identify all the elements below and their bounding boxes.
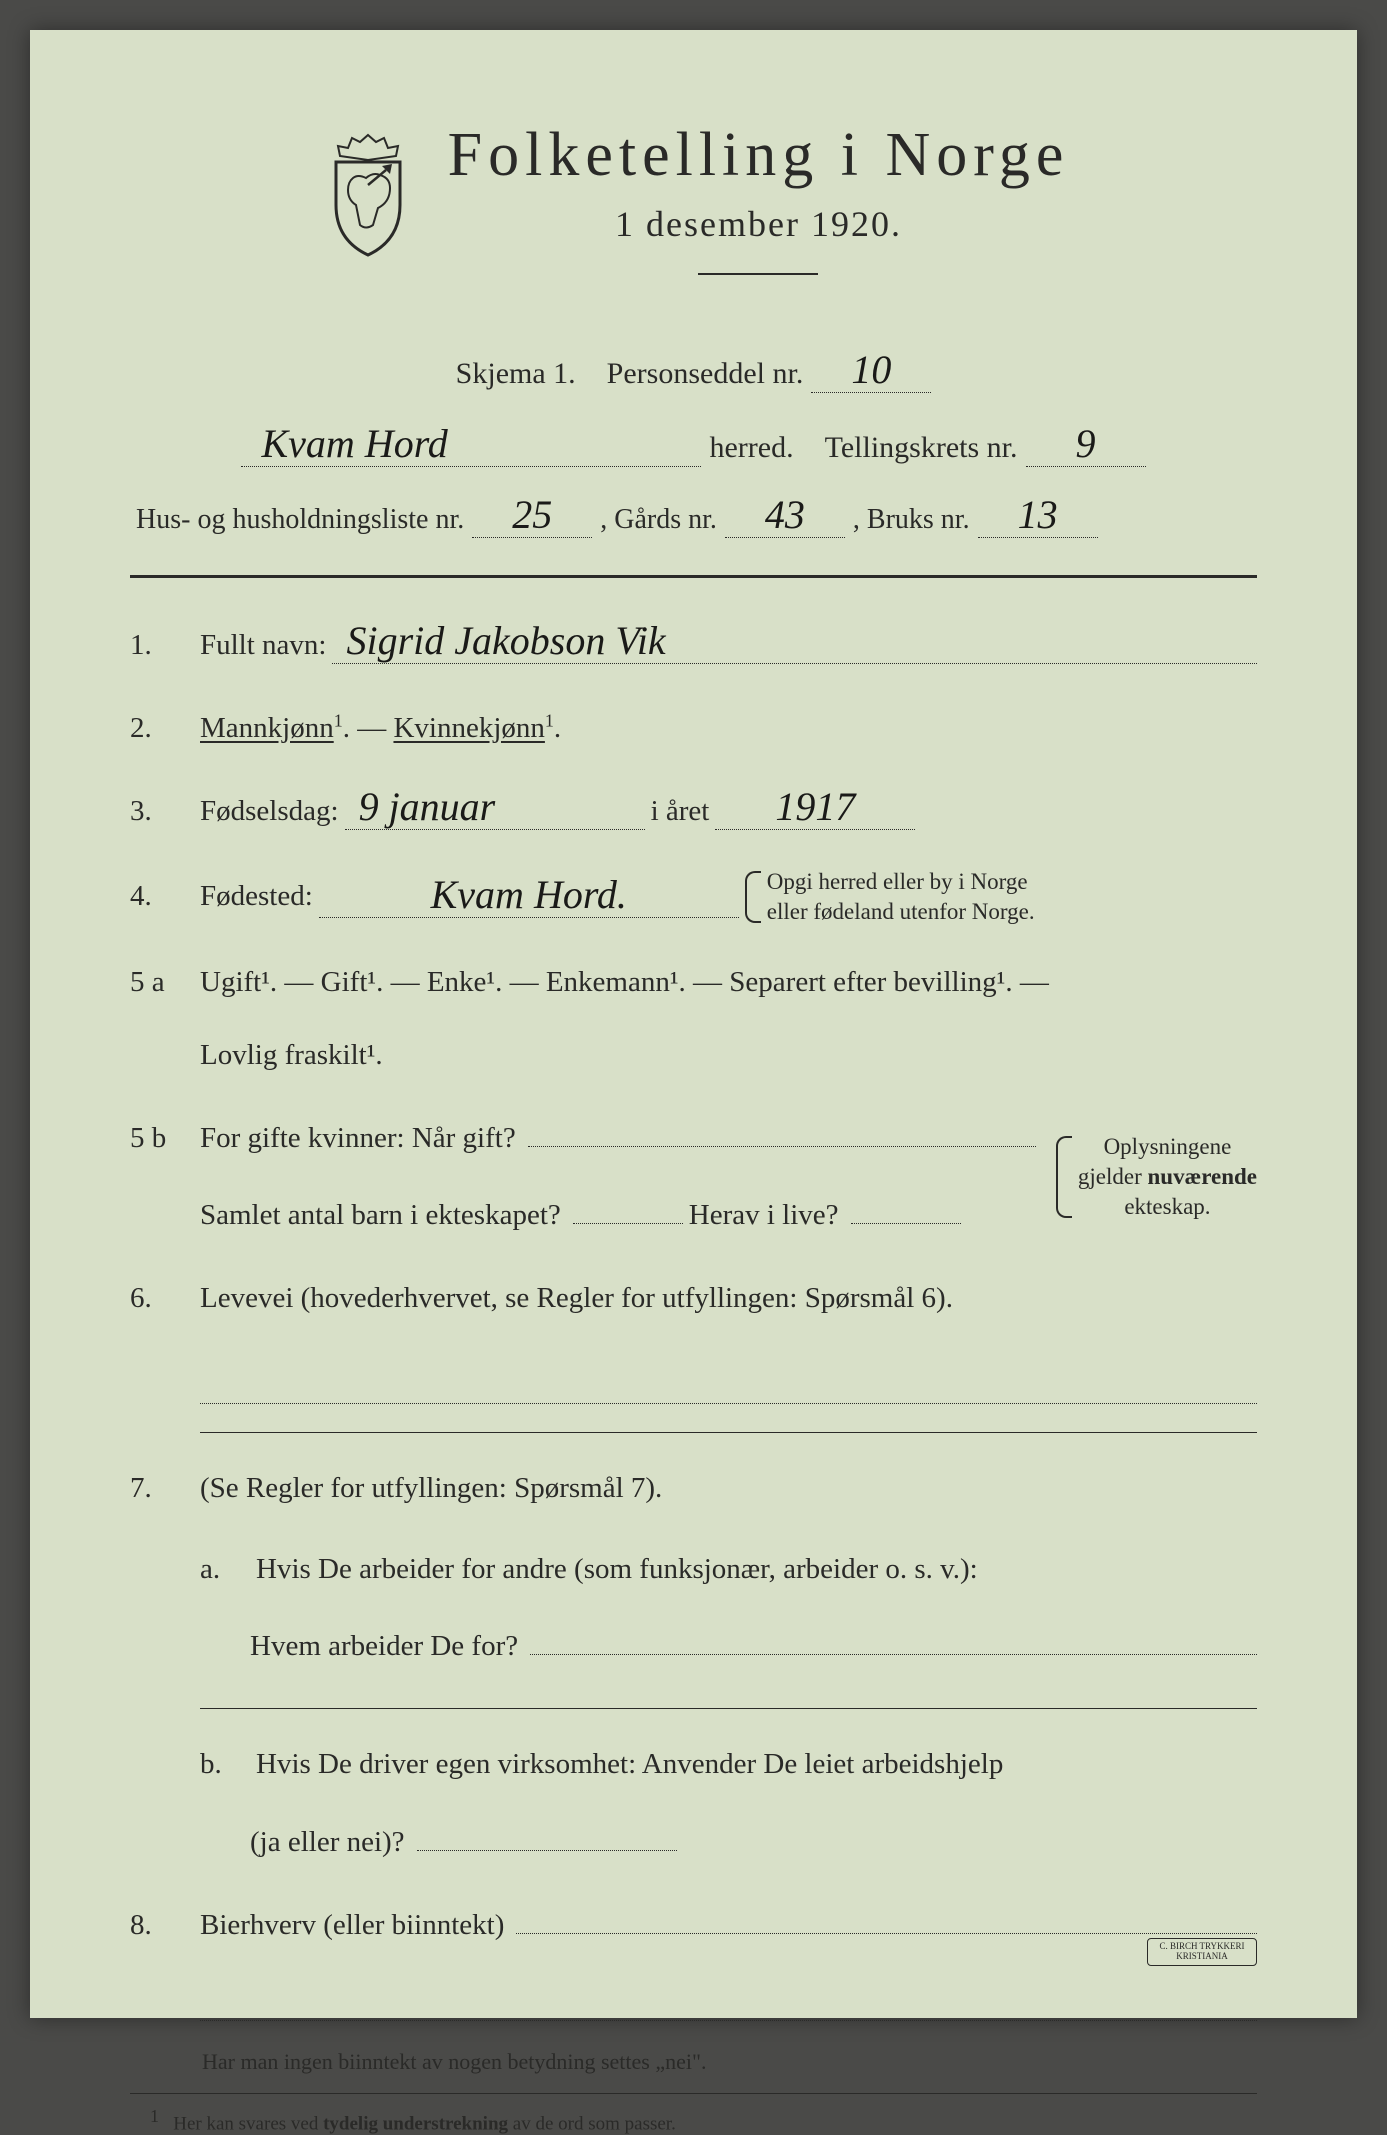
q2-sup2: 1: [545, 710, 554, 730]
tellingskrets-nr-field[interactable]: 9: [1026, 424, 1146, 467]
q6-blank[interactable]: [200, 1354, 1257, 1404]
q3-label: Fødselsdag:: [200, 784, 339, 839]
gard-label: , Gårds nr.: [600, 489, 717, 551]
q6-divider: [200, 1432, 1257, 1433]
q7-intro: (Se Regler for utfyllingen: Spørsmål 7).: [200, 1461, 1257, 1516]
q5b-note-l2: gjelder: [1078, 1164, 1148, 1189]
q3-year-field[interactable]: 1917: [715, 787, 915, 830]
q5a-text: Ugift¹. — Gift¹. — Enke¹. — Enkemann¹. —…: [200, 955, 1257, 1010]
meta-row-husliste: Hus- og husholdningsliste nr. 25 , Gårds…: [130, 489, 1257, 551]
questions: 1. Fullt navn: Sigrid Jakobson Vik 2. Ma…: [130, 618, 1257, 2135]
bruk-label: , Bruks nr.: [853, 489, 970, 551]
herred-field[interactable]: Kvam Hord: [241, 424, 701, 467]
q8-num: 8.: [130, 1898, 200, 1953]
q2-row: 2. Mannkjønn1. — Kvinnekjønn1.: [130, 701, 1257, 756]
footnote: 1 Her kan svares ved tydelig understrekn…: [130, 2106, 1257, 2135]
q4-place-field[interactable]: Kvam Hord.: [319, 875, 739, 918]
q5b-l1a: For gifte kvinner: Når gift?: [200, 1111, 516, 1166]
q5b-l2a: Samlet antal barn i ekteskapet?: [200, 1188, 561, 1243]
coat-of-arms-icon: [318, 130, 418, 260]
q1-num: 1.: [130, 618, 200, 673]
q5a-text2: Lovlig fraskilt¹.: [200, 1028, 1257, 1083]
q5b-note-l3: ekteskap.: [1124, 1194, 1210, 1219]
q5b-live-field[interactable]: [851, 1189, 961, 1224]
title-divider: [698, 273, 818, 275]
q7a-divider: [200, 1708, 1257, 1709]
footnote-divider: [130, 2093, 1257, 2094]
q7-num: 7.: [130, 1461, 200, 1516]
q2-sup1: 1: [334, 710, 343, 730]
q2-num: 2.: [130, 701, 200, 756]
q6-num: 6.: [130, 1271, 200, 1326]
q2-dash: —: [357, 712, 393, 744]
q5b-note: Oplysningene gjelder nuværende ekteskap.: [1056, 1132, 1257, 1222]
q3-year-label: i året: [651, 784, 710, 839]
q6-text: Levevei (hovederhvervet, se Regler for u…: [200, 1271, 1257, 1326]
q7-row: 7. (Se Regler for utfyllingen: Spørsmål …: [130, 1461, 1257, 1869]
q5b-note-l1: Oplysningene: [1104, 1134, 1232, 1159]
husliste-label: Hus- og husholdningsliste nr.: [136, 489, 464, 551]
q2-mann[interactable]: Mannkjønn: [200, 712, 334, 744]
personseddel-label: Personseddel nr.: [607, 341, 804, 407]
q5b-row: 5 b For gifte kvinner: Når gift? Samlet …: [130, 1111, 1257, 1243]
q5b-gift-field[interactable]: [528, 1112, 1036, 1147]
q8-label: Bierhverv (eller biinntekt): [200, 1898, 504, 1953]
bruk-nr-field[interactable]: 13: [978, 495, 1098, 538]
footnote-num: 1: [150, 2106, 159, 2126]
q8-blank[interactable]: [200, 1981, 1257, 2021]
q3-num: 3.: [130, 784, 200, 839]
q3-day-field[interactable]: 9 januar: [345, 787, 645, 830]
meta-block: Skjema 1. Personseddel nr. 10 Kvam Hord …: [130, 341, 1257, 551]
header: Folketelling i Norge 1 desember 1920.: [130, 120, 1257, 311]
subtitle-date: 1 desember 1920.: [448, 203, 1070, 245]
skjema-label: Skjema 1.: [456, 341, 576, 407]
bottom-note: Har man ingen biinntekt av nogen betydni…: [130, 2049, 1257, 2075]
q3-row: 3. Fødselsdag: 9 januar i året 1917: [130, 784, 1257, 839]
q7a-field[interactable]: [530, 1621, 1257, 1656]
q5a-row: 5 a Ugift¹. — Gift¹. — Enke¹. — Enkemann…: [130, 955, 1257, 1083]
q7b-l1: Hvis De driver egen virksomhet: Anvender…: [256, 1737, 1003, 1792]
q1-name-field[interactable]: Sigrid Jakobson Vik: [332, 621, 1257, 664]
tellingskrets-label: Tellingskrets nr.: [825, 415, 1018, 481]
q5b-barn-field[interactable]: [573, 1189, 683, 1224]
q5b-note-bold: nuværende: [1148, 1164, 1258, 1189]
q5b-num: 5 b: [130, 1111, 200, 1166]
q7a-num: a.: [200, 1542, 250, 1597]
q4-row: 4. Fødested: Kvam Hord. Opgi herred elle…: [130, 867, 1257, 927]
meta-divider: [130, 575, 1257, 578]
q5b-l2b: Herav i live?: [689, 1188, 839, 1243]
husliste-nr-field[interactable]: 25: [472, 495, 592, 538]
personseddel-nr-field[interactable]: 10: [811, 350, 931, 393]
meta-row-herred: Kvam Hord herred. Tellingskrets nr. 9: [130, 415, 1257, 481]
q1-label: Fullt navn:: [200, 618, 326, 673]
gard-nr-field[interactable]: 43: [725, 495, 845, 538]
q6-row: 6. Levevei (hovederhvervet, se Regler fo…: [130, 1271, 1257, 1326]
printer-mark: C. BIRCH TRYKKERI KRISTIANIA: [1147, 1938, 1257, 1966]
q7b-field[interactable]: [417, 1816, 677, 1851]
q4-note-l1: Opgi herred eller by i Norge: [767, 869, 1028, 894]
meta-row-skjema: Skjema 1. Personseddel nr. 10: [130, 341, 1257, 407]
q8-row: 8. Bierhverv (eller biinntekt): [130, 1898, 1257, 1953]
q7a-l2: Hvem arbeider De for?: [250, 1619, 518, 1674]
q4-label: Fødested:: [200, 869, 313, 924]
footnote-bold: tydelig understrekning: [323, 2113, 508, 2134]
title-block: Folketelling i Norge 1 desember 1920.: [448, 120, 1070, 311]
q4-note-l2: eller fødeland utenfor Norge.: [767, 899, 1035, 924]
q4-note: Opgi herred eller by i Norge eller fødel…: [745, 867, 1035, 927]
q2-kvinne[interactable]: Kvinnekjønn: [393, 712, 544, 744]
q1-row: 1. Fullt navn: Sigrid Jakobson Vik: [130, 618, 1257, 673]
q4-num: 4.: [130, 869, 200, 924]
q7b-num: b.: [200, 1737, 250, 1792]
footnote-pre: Her kan svares ved: [173, 2113, 323, 2134]
q8-field[interactable]: [516, 1899, 1257, 1934]
herred-label: herred.: [709, 415, 793, 481]
footnote-post: av de ord som passer.: [508, 2113, 676, 2134]
main-title: Folketelling i Norge: [448, 120, 1070, 191]
census-form-page: Folketelling i Norge 1 desember 1920. Sk…: [30, 30, 1357, 2018]
q7b-l2: (ja eller nei)?: [250, 1815, 405, 1870]
q7a-l1: Hvis De arbeider for andre (som funksjon…: [256, 1542, 978, 1597]
q5a-num: 5 a: [130, 955, 200, 1010]
